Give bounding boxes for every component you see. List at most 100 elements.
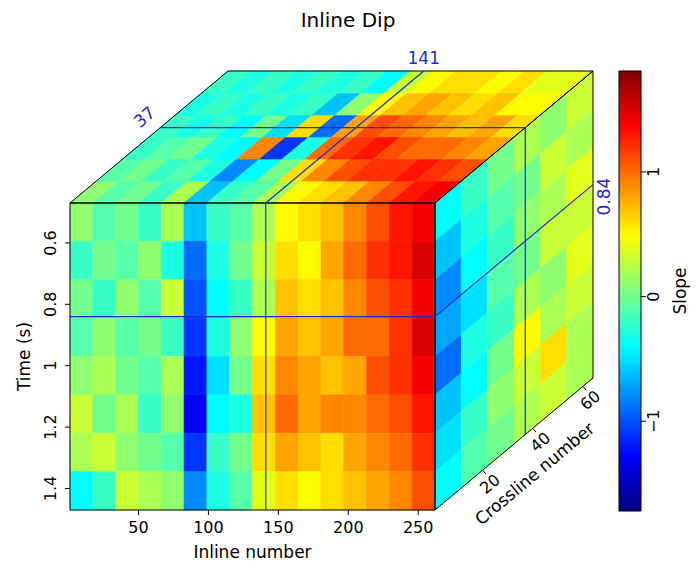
z-tick [583,386,586,390]
colorbar-tick-label: 0 [644,292,663,302]
front-cell [116,472,139,510]
x-tick-label: 250 [403,518,434,537]
y-tick [65,304,70,305]
front-cell [207,241,230,279]
front-cell [298,241,321,279]
front-cell [412,280,435,318]
front-cell [116,318,139,356]
front-cell [367,203,390,241]
front-cell [275,395,298,433]
front-cell [184,203,207,241]
front-cell [321,433,344,471]
front-cell [116,433,139,471]
front-cell [70,241,93,279]
y-tick-label: 0.6 [41,230,60,255]
front-cell [161,357,184,395]
front-cell [70,357,93,395]
front-cell [367,395,390,433]
front-cell [321,357,344,395]
inline-line-front [265,203,266,510]
front-cell [138,280,161,318]
x-tick [418,510,419,515]
front-frame [70,203,435,510]
front-cell [389,433,412,471]
front-cell [344,280,367,318]
front-cell [161,280,184,318]
front-cell [389,318,412,356]
front-cell [412,472,435,510]
z-tick-label: 60 [576,386,604,414]
front-cell [321,472,344,510]
front-cell [93,395,116,433]
front-cell [161,318,184,356]
front-cell [93,280,116,318]
title: Inline Dip [301,8,396,32]
front-cell [161,395,184,433]
time-line-side [435,185,593,317]
x-axis-title: Inline number [193,542,311,562]
front-cell [298,433,321,471]
front-cell [93,203,116,241]
front-cell [184,395,207,433]
front-cell [184,357,207,395]
front-cell [389,203,412,241]
front-cell [321,241,344,279]
front-cell [138,472,161,510]
front-cell [298,395,321,433]
front-cell [298,472,321,510]
front-cell [344,203,367,241]
front-cell [70,280,93,318]
colorbar [619,71,641,511]
y-tick-label: 1.4 [41,476,60,501]
front-cell [138,203,161,241]
front-cell [275,472,298,510]
front-cell [138,357,161,395]
front-cell [70,472,93,510]
front-cell [344,472,367,510]
front-cell [230,357,253,395]
front-cell [321,318,344,356]
front-cell [389,280,412,318]
chart: Inline Dip371410.8450100150200250Inline … [0,0,697,573]
front-cell [344,357,367,395]
front-cell [93,357,116,395]
front-cell [116,395,139,433]
crossline-slice-label: 37 [130,102,159,131]
slice-lines [70,71,593,510]
colorbar-tick-label: −1 [644,409,663,433]
z-tick [483,470,486,474]
cube-frame [70,71,593,510]
front-cell [298,357,321,395]
front-cell [230,472,253,510]
front-cell [93,318,116,356]
x-tick-label: 50 [128,518,148,537]
x-tick [138,510,139,515]
front-cell [367,357,390,395]
y-tick [65,488,70,489]
time-line-front [70,316,435,317]
front-cell [70,433,93,471]
front-cell [412,433,435,471]
front-cell [230,203,253,241]
front-cell [253,318,276,356]
front-cell [367,318,390,356]
side-cell [435,450,461,510]
front-cell [138,241,161,279]
front-cell [230,280,253,318]
front-cell [344,433,367,471]
front-cell [207,472,230,510]
front-cell [116,357,139,395]
front-cell [207,357,230,395]
front-cell [298,318,321,356]
front-cell [70,203,93,241]
front-cell [253,395,276,433]
y-tick-label: 0.8 [41,292,60,317]
front-cell [161,241,184,279]
front-cell [253,241,276,279]
front-cell [184,433,207,471]
colorbar-tick-label: 1 [644,167,663,177]
x-tick [348,510,349,515]
front-cell [230,433,253,471]
crossline-line-side [525,128,526,435]
front-cell [298,280,321,318]
